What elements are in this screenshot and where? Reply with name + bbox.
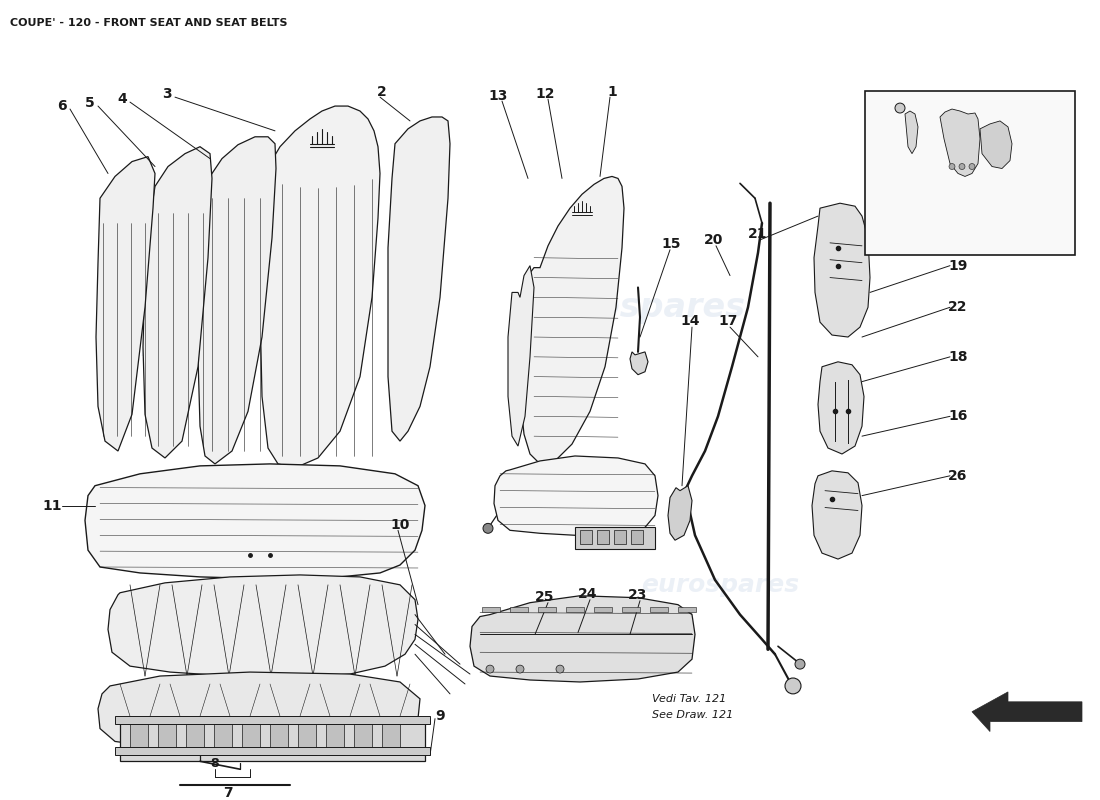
Text: 6: 6 [57, 99, 67, 113]
Polygon shape [143, 146, 212, 458]
Polygon shape [980, 121, 1012, 169]
Polygon shape [260, 106, 379, 468]
Text: 23: 23 [628, 588, 648, 602]
Bar [116, 716, 430, 724]
Bar [186, 724, 204, 755]
Circle shape [785, 678, 801, 694]
Bar [580, 530, 592, 544]
Text: COUPE' - 120 - FRONT SEAT AND SEAT BELTS: COUPE' - 120 - FRONT SEAT AND SEAT BELTS [10, 18, 287, 28]
Bar [298, 724, 316, 755]
Bar [116, 747, 430, 755]
Polygon shape [972, 692, 1082, 731]
Bar [621, 606, 640, 612]
Polygon shape [108, 575, 418, 678]
Text: 14: 14 [680, 314, 700, 328]
Text: 26: 26 [948, 469, 968, 482]
Text: eurospares: eurospares [641, 573, 799, 597]
Bar [482, 606, 500, 612]
Polygon shape [630, 352, 648, 374]
Text: eurospares: eurospares [95, 330, 306, 363]
Text: 13: 13 [488, 89, 508, 103]
Bar [242, 724, 260, 755]
Circle shape [795, 659, 805, 669]
Bar [650, 606, 668, 612]
Bar [158, 724, 176, 755]
Bar [597, 530, 609, 544]
Circle shape [556, 665, 564, 673]
Text: 19: 19 [948, 258, 968, 273]
Text: 21: 21 [748, 227, 768, 241]
Polygon shape [388, 117, 450, 441]
Text: 2: 2 [377, 85, 387, 99]
Bar [631, 530, 644, 544]
Bar [214, 724, 232, 755]
Circle shape [959, 163, 965, 170]
Text: 7: 7 [223, 786, 233, 800]
Text: Vedi Tav. 121: Vedi Tav. 121 [652, 694, 726, 704]
Bar [326, 724, 344, 755]
Bar [614, 530, 626, 544]
Circle shape [969, 163, 975, 170]
Text: 8: 8 [211, 757, 219, 770]
Text: USA - CDN: USA - CDN [928, 236, 1001, 250]
Circle shape [486, 665, 494, 673]
Polygon shape [96, 157, 155, 451]
Text: 5: 5 [85, 96, 95, 110]
Polygon shape [508, 266, 534, 446]
Text: 18: 18 [948, 350, 968, 364]
Polygon shape [494, 456, 658, 535]
Text: 11: 11 [42, 498, 62, 513]
Circle shape [516, 665, 524, 673]
Bar [510, 606, 528, 612]
Circle shape [895, 103, 905, 113]
Text: eurospares: eurospares [535, 290, 746, 324]
Text: 27: 27 [871, 95, 889, 109]
Bar [270, 724, 288, 755]
Polygon shape [470, 596, 695, 682]
Bar [354, 724, 372, 755]
Text: 12: 12 [536, 87, 554, 101]
Polygon shape [814, 203, 870, 337]
Text: 1: 1 [607, 85, 617, 99]
Bar [566, 606, 584, 612]
Text: 9: 9 [436, 709, 444, 722]
Bar [130, 724, 148, 755]
Polygon shape [198, 137, 276, 464]
Text: 22: 22 [948, 300, 968, 314]
Bar [594, 606, 612, 612]
Text: See Draw. 121: See Draw. 121 [652, 710, 734, 720]
Polygon shape [668, 486, 692, 540]
Text: 10: 10 [390, 518, 409, 532]
Bar [538, 606, 556, 612]
Text: 4: 4 [117, 92, 126, 106]
Text: 3: 3 [162, 87, 172, 101]
Bar [575, 527, 654, 549]
Text: 16: 16 [948, 410, 968, 423]
Polygon shape [940, 109, 980, 177]
Text: 24: 24 [579, 586, 597, 601]
Polygon shape [818, 362, 864, 454]
Polygon shape [520, 177, 624, 464]
Polygon shape [98, 672, 420, 751]
Bar [865, 91, 1075, 254]
Polygon shape [85, 464, 425, 579]
Bar [120, 718, 425, 762]
Text: 17: 17 [718, 314, 738, 328]
Bar [678, 606, 696, 612]
Polygon shape [812, 471, 862, 559]
Circle shape [483, 523, 493, 534]
Bar [382, 724, 400, 755]
Circle shape [949, 163, 955, 170]
Text: 25: 25 [536, 590, 554, 604]
Polygon shape [905, 111, 918, 154]
Text: 15: 15 [661, 237, 681, 251]
Text: 20: 20 [704, 233, 724, 247]
